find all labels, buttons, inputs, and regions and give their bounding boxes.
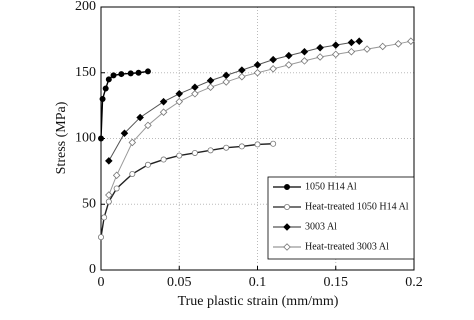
- marker: [222, 78, 230, 86]
- marker: [285, 61, 293, 69]
- x-tick-label: 0.15: [324, 275, 349, 290]
- legend-marker: [283, 183, 290, 190]
- marker: [206, 83, 215, 91]
- x-tick-label: 0.05: [167, 275, 192, 290]
- marker: [407, 37, 415, 45]
- marker: [394, 40, 403, 48]
- marker: [253, 61, 262, 69]
- marker: [129, 171, 136, 178]
- x-tick-label: 0.2: [405, 275, 423, 290]
- marker: [378, 42, 387, 51]
- marker: [99, 96, 106, 103]
- marker: [160, 156, 167, 163]
- marker: [113, 185, 120, 192]
- marker: [238, 143, 245, 150]
- x-tick-label: 0: [98, 275, 105, 290]
- marker: [144, 68, 151, 75]
- marker: [112, 171, 121, 180]
- marker: [98, 234, 105, 241]
- marker: [238, 72, 246, 81]
- legend-marker: [283, 243, 291, 251]
- marker: [101, 214, 108, 221]
- marker: [347, 47, 356, 56]
- marker: [102, 85, 109, 92]
- marker: [331, 41, 340, 49]
- marker: [300, 47, 309, 56]
- marker: [191, 83, 199, 91]
- marker: [207, 147, 214, 154]
- marker: [128, 138, 137, 147]
- legend-label: 1050 H14 Al: [305, 181, 357, 192]
- marker: [222, 71, 230, 80]
- marker: [270, 140, 277, 147]
- marker: [316, 43, 324, 52]
- marker: [105, 157, 113, 165]
- y-tick-label: 50: [82, 196, 96, 211]
- marker: [269, 55, 277, 64]
- marker: [331, 50, 340, 59]
- marker: [316, 53, 324, 61]
- marker: [176, 152, 183, 159]
- legend-label: 3003 Al: [305, 221, 337, 232]
- y-tick-label: 0: [89, 262, 96, 277]
- marker: [135, 69, 142, 76]
- marker: [223, 144, 230, 151]
- marker: [105, 198, 112, 205]
- legend-marker: [283, 203, 290, 210]
- marker: [159, 108, 168, 116]
- legend-box: [267, 176, 415, 260]
- marker: [253, 68, 262, 77]
- marker: [206, 76, 215, 85]
- marker: [191, 149, 198, 156]
- marker: [105, 76, 112, 83]
- x-tick-label: 0.1: [249, 275, 267, 290]
- marker: [175, 90, 184, 98]
- marker: [144, 121, 152, 130]
- marker: [136, 113, 144, 122]
- marker: [285, 51, 293, 60]
- marker: [355, 37, 363, 45]
- marker: [300, 57, 309, 65]
- marker: [118, 71, 125, 78]
- marker: [363, 45, 371, 53]
- legend-label: Heat-treated 1050 H14 Al: [305, 201, 409, 212]
- y-tick-label: 200: [75, 0, 96, 14]
- marker: [105, 191, 113, 199]
- x-axis-label: True plastic strain (mm/mm): [178, 294, 339, 309]
- marker: [159, 97, 168, 106]
- marker: [269, 65, 277, 73]
- series-line: [100, 143, 274, 238]
- y-tick-label: 100: [75, 131, 96, 146]
- y-tick-label: 150: [75, 65, 96, 80]
- marker: [254, 141, 261, 148]
- marker: [110, 72, 117, 79]
- marker: [144, 161, 151, 168]
- marker: [127, 70, 134, 77]
- marker: [120, 129, 129, 138]
- y-axis-label: Stress (MPa): [54, 101, 69, 174]
- legend-marker: [283, 223, 291, 231]
- marker: [175, 97, 184, 106]
- marker: [347, 38, 356, 47]
- marker: [98, 135, 105, 142]
- legend-label: Heat-treated 3003 Al: [305, 241, 389, 252]
- marker: [191, 90, 199, 98]
